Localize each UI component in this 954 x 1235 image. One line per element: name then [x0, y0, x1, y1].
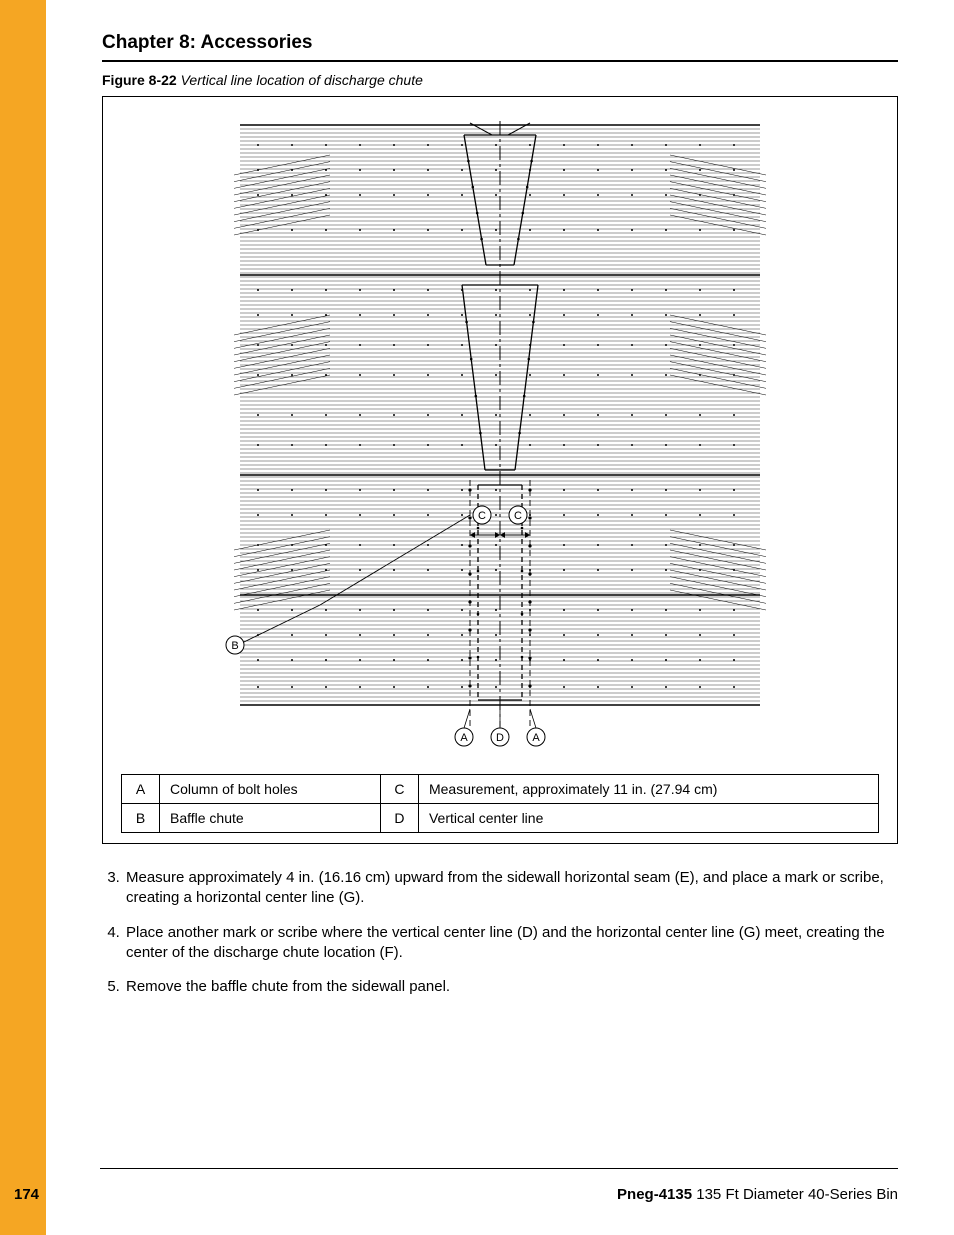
legend-key-cell: B — [122, 804, 160, 833]
doc-id-bold: Pneg-4135 — [617, 1186, 692, 1203]
figure-diagram: C C B A D A — [121, 115, 879, 760]
step-item: Place another mark or scribe where the v… — [124, 923, 898, 964]
legend-key-cell: D — [380, 804, 418, 833]
legend-desc-cell: Measurement, approximately 11 in. (27.94… — [418, 775, 878, 804]
chapter-title: Chapter 8: Accessories — [102, 32, 898, 54]
page-content: Chapter 8: Accessories Figure 8-22 Verti… — [46, 0, 954, 1235]
legend-key-cell: A — [122, 775, 160, 804]
svg-text:A: A — [460, 732, 468, 744]
side-accent-bar — [0, 0, 46, 1235]
svg-text:B: B — [231, 640, 238, 652]
legend-row: BBaffle chuteDVertical center line — [122, 804, 879, 833]
legend-desc-cell: Vertical center line — [418, 804, 878, 833]
svg-text:A: A — [532, 732, 540, 744]
page-footer: 174 Pneg-4135 135 Ft Diameter 40-Series … — [0, 1186, 898, 1203]
legend-key-cell: C — [380, 775, 418, 804]
doc-id-rest: 135 Ft Diameter 40-Series Bin — [692, 1186, 898, 1203]
figure-title: Vertical line location of discharge chut… — [181, 72, 423, 88]
footer-rule — [100, 1168, 898, 1169]
doc-id: Pneg-4135 135 Ft Diameter 40-Series Bin — [617, 1186, 898, 1203]
title-rule — [102, 60, 898, 62]
legend-row: AColumn of bolt holesCMeasurement, appro… — [122, 775, 879, 804]
svg-text:D: D — [496, 732, 504, 744]
legend-desc-cell: Baffle chute — [160, 804, 381, 833]
step-item: Measure approximately 4 in. (16.16 cm) u… — [124, 868, 898, 909]
figure-caption: Figure 8-22 Vertical line location of di… — [102, 72, 898, 88]
step-item: Remove the baffle chute from the sidewal… — [124, 977, 898, 997]
legend-table: AColumn of bolt holesCMeasurement, appro… — [121, 774, 879, 833]
discharge-chute-diagram: C C B A D A — [200, 115, 800, 755]
figure-box: CCBADA AColumn of bolt holesCMeasurement… — [102, 96, 898, 844]
page-number: 174 — [14, 1186, 39, 1203]
svg-text:C: C — [514, 510, 522, 522]
svg-text:C: C — [478, 510, 486, 522]
figure-label: Figure 8-22 — [102, 72, 177, 88]
instruction-steps: Measure approximately 4 in. (16.16 cm) u… — [124, 868, 898, 997]
legend-desc-cell: Column of bolt holes — [160, 775, 381, 804]
